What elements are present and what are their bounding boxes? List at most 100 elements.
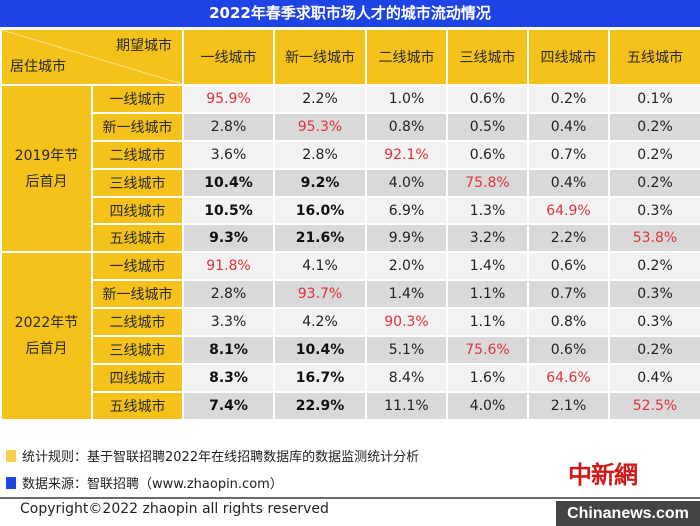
table-row: 五线城市 9.3% 21.6% 9.9% 3.2% 2.2% 53.8%: [1, 223, 700, 254]
value-cell: 0.2%: [608, 111, 700, 142]
retention-cell: 91.8%: [182, 251, 275, 282]
value-cell: 5.1%: [365, 335, 448, 365]
value-cell: 16.7%: [273, 362, 367, 393]
table-row: 新一线城市 2.8% 95.3% 0.8% 0.5% 0.4% 0.2%: [1, 111, 700, 142]
value-cell: 4.0%: [365, 167, 448, 198]
legend-text: 数据来源：智联招聘（www.zhaopin.com）: [22, 477, 283, 492]
yellow-swatch-icon: [6, 449, 16, 462]
value-cell: 0.6%: [446, 139, 529, 170]
table-row: 新一线城市 2.8% 93.7% 1.4% 1.1% 0.7% 0.3%: [1, 279, 700, 310]
row-header: 二线城市: [91, 139, 184, 170]
value-cell: 0.8%: [365, 111, 448, 142]
residence-city-label: 居住城市: [10, 59, 66, 75]
row-header: 新一线城市: [91, 279, 184, 310]
row-header: 一线城市: [91, 84, 184, 114]
value-cell: 2.2%: [273, 84, 367, 114]
value-cell: 9.3%: [182, 223, 275, 254]
retention-cell: 93.7%: [273, 279, 367, 310]
period-label-line2: 后首月: [25, 173, 68, 190]
value-cell: 22.9%: [273, 390, 367, 421]
footer-divider: [0, 497, 700, 499]
value-cell: 0.2%: [527, 84, 610, 114]
value-cell: 4.0%: [446, 390, 529, 421]
period-label-line1: 2019年节: [14, 147, 79, 164]
period-label-line1: 2022年节: [14, 315, 79, 332]
table-row: 2022年节 后首月 一线城市 91.8% 4.1% 2.0% 1.4% 0.6% 0.2%: [0, 251, 700, 421]
value-cell: 9.9%: [365, 223, 448, 254]
period-label: 2019年节 后首月: [0, 83, 93, 254]
row-header: 三线城市: [91, 335, 184, 365]
value-cell: 0.7%: [527, 139, 610, 170]
column-header: 四线城市: [527, 28, 610, 86]
row-header: 五线城市: [91, 390, 184, 421]
value-cell: 0.2%: [608, 335, 700, 365]
value-cell: 21.6%: [273, 223, 367, 254]
chart-title: 2022年春季求职市场人才的城市流动情况: [0, 0, 700, 27]
period-label: 2022年节 后首月: [0, 251, 93, 421]
value-cell: 8.4%: [365, 362, 448, 393]
value-cell: 0.6%: [527, 251, 610, 282]
value-cell: 2.8%: [182, 279, 275, 310]
table-row: 二线城市 3.6% 2.8% 92.1% 0.6% 0.7% 0.2%: [1, 139, 700, 170]
value-cell: 4.2%: [273, 307, 367, 338]
value-cell: 3.3%: [182, 307, 275, 338]
column-header: 一线城市: [182, 28, 275, 86]
value-cell: 1.4%: [365, 279, 448, 310]
copyright-text: Copyright©2022 zhaopin all rights reserv…: [20, 501, 329, 517]
value-cell: 1.4%: [446, 251, 529, 282]
table-row: 四线城市 10.5% 16.0% 6.9% 1.3% 64.9% 0.3%: [1, 195, 700, 226]
retention-cell: 52.5%: [608, 390, 700, 421]
value-cell: 4.1%: [273, 251, 367, 282]
blue-swatch-icon: [6, 476, 16, 489]
retention-cell: 53.8%: [608, 223, 700, 254]
value-cell: 6.9%: [365, 195, 448, 226]
value-cell: 11.1%: [365, 390, 448, 421]
retention-cell: 95.3%: [273, 111, 367, 142]
retention-cell: 64.9%: [527, 195, 610, 226]
column-header: 三线城市: [446, 28, 529, 86]
value-cell: 3.6%: [182, 139, 275, 170]
data-table: 期望城市 居住城市 一线城市 新一线城市 二线城市 三线城市 四线城市 五线城市…: [0, 28, 700, 421]
row-header: 新一线城市: [91, 111, 184, 142]
table-row: 二线城市 3.3% 4.2% 90.3% 1.1% 0.8% 0.3%: [1, 307, 700, 338]
value-cell: 0.7%: [527, 279, 610, 310]
value-cell: 10.4%: [182, 167, 275, 198]
value-cell: 0.8%: [527, 307, 610, 338]
row-header: 一线城市: [91, 251, 184, 282]
value-cell: 2.0%: [365, 251, 448, 282]
value-cell: 16.0%: [273, 195, 367, 226]
corner-header: 期望城市 居住城市: [0, 28, 184, 86]
value-cell: 8.3%: [182, 362, 275, 393]
value-cell: 0.2%: [608, 139, 700, 170]
value-cell: 0.4%: [608, 362, 700, 393]
value-cell: 2.8%: [182, 111, 275, 142]
retention-cell: 75.8%: [446, 167, 529, 198]
value-cell: 9.2%: [273, 167, 367, 198]
value-cell: 0.6%: [527, 335, 610, 365]
table-row: 三线城市 8.1% 10.4% 5.1% 75.6% 0.6% 0.2%: [1, 335, 700, 365]
column-header: 五线城市: [608, 28, 700, 86]
table-row: 三线城市 10.4% 9.2% 4.0% 75.8% 0.4% 0.2%: [1, 167, 700, 198]
table-row: 2019年节 后首月 一线城市 95.9% 2.2% 1.0% 0.6% 0.2% 0.1%: [0, 83, 700, 254]
period-label-line2: 后首月: [25, 341, 68, 358]
chinanews-logo-cn: 中新網: [568, 460, 638, 489]
value-cell: 0.1%: [608, 84, 700, 114]
table-row: 五线城市 7.4% 22.9% 11.1% 4.0% 2.1% 52.5%: [1, 390, 700, 421]
value-cell: 0.5%: [446, 111, 529, 142]
value-cell: 0.4%: [527, 167, 610, 198]
row-header: 二线城市: [91, 307, 184, 338]
value-cell: 0.3%: [608, 279, 700, 310]
value-cell: 2.1%: [527, 390, 610, 421]
retention-cell: 92.1%: [365, 139, 448, 170]
value-cell: 10.5%: [182, 195, 275, 226]
value-cell: 0.2%: [608, 167, 700, 198]
value-cell: 0.4%: [527, 111, 610, 142]
row-header: 三线城市: [91, 167, 184, 198]
table-row: 四线城市 8.3% 16.7% 8.4% 1.6% 64.6% 0.4%: [1, 362, 700, 393]
legend-item-source: 数据来源：智联招聘（www.zhaopin.com）: [6, 473, 283, 492]
value-cell: 10.4%: [273, 335, 367, 365]
expected-city-label: 期望城市: [116, 38, 172, 54]
value-cell: 3.2%: [446, 223, 529, 254]
value-cell: 2.2%: [527, 223, 610, 254]
value-cell: 1.3%: [446, 195, 529, 226]
